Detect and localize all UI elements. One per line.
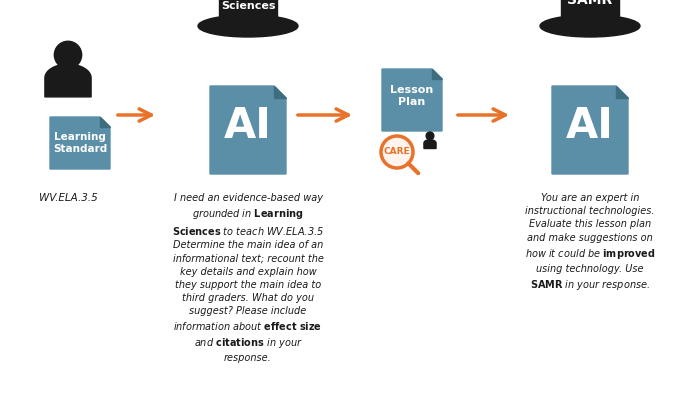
Polygon shape <box>210 86 286 174</box>
Polygon shape <box>100 117 110 127</box>
Polygon shape <box>274 86 286 98</box>
Polygon shape <box>616 86 628 98</box>
Polygon shape <box>382 69 442 131</box>
Circle shape <box>381 136 413 168</box>
Text: AI: AI <box>224 105 272 147</box>
Text: Lesson
Plan: Lesson Plan <box>391 85 433 107</box>
Polygon shape <box>432 69 442 79</box>
Text: CARE: CARE <box>384 147 410 156</box>
Text: I need an evidence-based way
grounded in $\mathbf{Learning}$
$\mathbf{Sciences}$: I need an evidence-based way grounded in… <box>172 193 324 364</box>
Polygon shape <box>219 0 277 26</box>
Text: Learning
Standard: Learning Standard <box>53 132 107 154</box>
Ellipse shape <box>540 15 640 37</box>
Circle shape <box>426 132 434 140</box>
Polygon shape <box>45 64 91 97</box>
Ellipse shape <box>198 15 298 37</box>
Text: You are an expert in
instructional technologies.
Evaluate this lesson plan
and m: You are an expert in instructional techn… <box>524 193 655 292</box>
Text: Learning
Sciences: Learning Sciences <box>220 0 275 11</box>
Text: WV.ELA.3.5: WV.ELA.3.5 <box>38 193 97 203</box>
Text: SAMR: SAMR <box>568 0 612 7</box>
Polygon shape <box>552 86 628 174</box>
Circle shape <box>55 41 82 69</box>
Text: AI: AI <box>566 105 614 147</box>
Polygon shape <box>561 0 619 26</box>
Polygon shape <box>424 140 436 149</box>
Polygon shape <box>50 117 110 169</box>
